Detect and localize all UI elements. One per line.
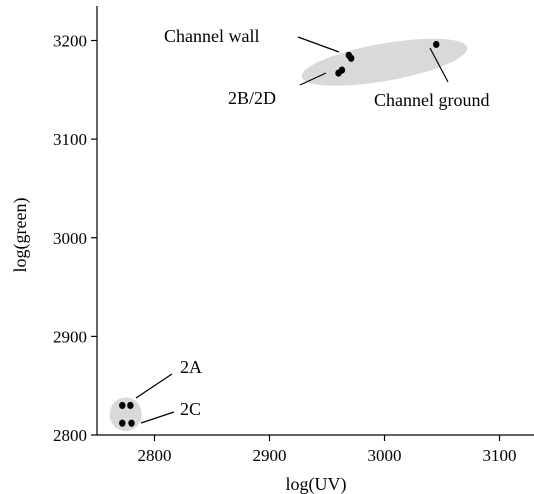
leader-2a [135, 373, 173, 399]
data-point [119, 401, 126, 410]
annotation-2a: 2A [180, 357, 202, 377]
y-tick-label: 2900 [53, 327, 87, 346]
y-tick-label: 3000 [53, 229, 87, 248]
data-point [433, 40, 440, 49]
x-tick-label: 3100 [483, 446, 517, 465]
annotation-channel-ground: Channel ground [374, 90, 489, 110]
data-points [119, 40, 440, 427]
data-point [347, 54, 355, 62]
data-point [128, 419, 135, 427]
data-point [119, 419, 126, 427]
leader-2c [140, 411, 175, 424]
cluster-upper-right [301, 38, 468, 86]
annotation-channel-wall: Channel wall [164, 26, 259, 46]
x-tick-label: 3000 [368, 446, 402, 465]
y-tick-label: 2800 [53, 426, 87, 445]
annotations: Channel wall 2B/2D Channel ground 2A 2C [135, 26, 489, 424]
leader-channel-ground [429, 47, 449, 83]
y-tick-label: 3200 [53, 32, 87, 51]
x-tick-label: 2800 [138, 446, 172, 465]
y-tick-label: 3100 [53, 130, 87, 149]
axis-ticks: 2800 2900 3000 3100 2800 2900 3000 3100 3200 [53, 32, 517, 465]
x-axis-label: log(UV) [286, 474, 347, 494]
leader-channel-wall [297, 36, 340, 53]
y-axis-label: log(green) [10, 198, 31, 273]
annotation-2b2d: 2B/2D [228, 88, 276, 108]
annotation-2c: 2C [180, 399, 201, 419]
leader-2b2d [299, 72, 327, 86]
x-tick-label: 2900 [253, 446, 287, 465]
cluster-lower-left [109, 397, 142, 432]
data-point [127, 401, 134, 410]
data-point [338, 66, 346, 74]
